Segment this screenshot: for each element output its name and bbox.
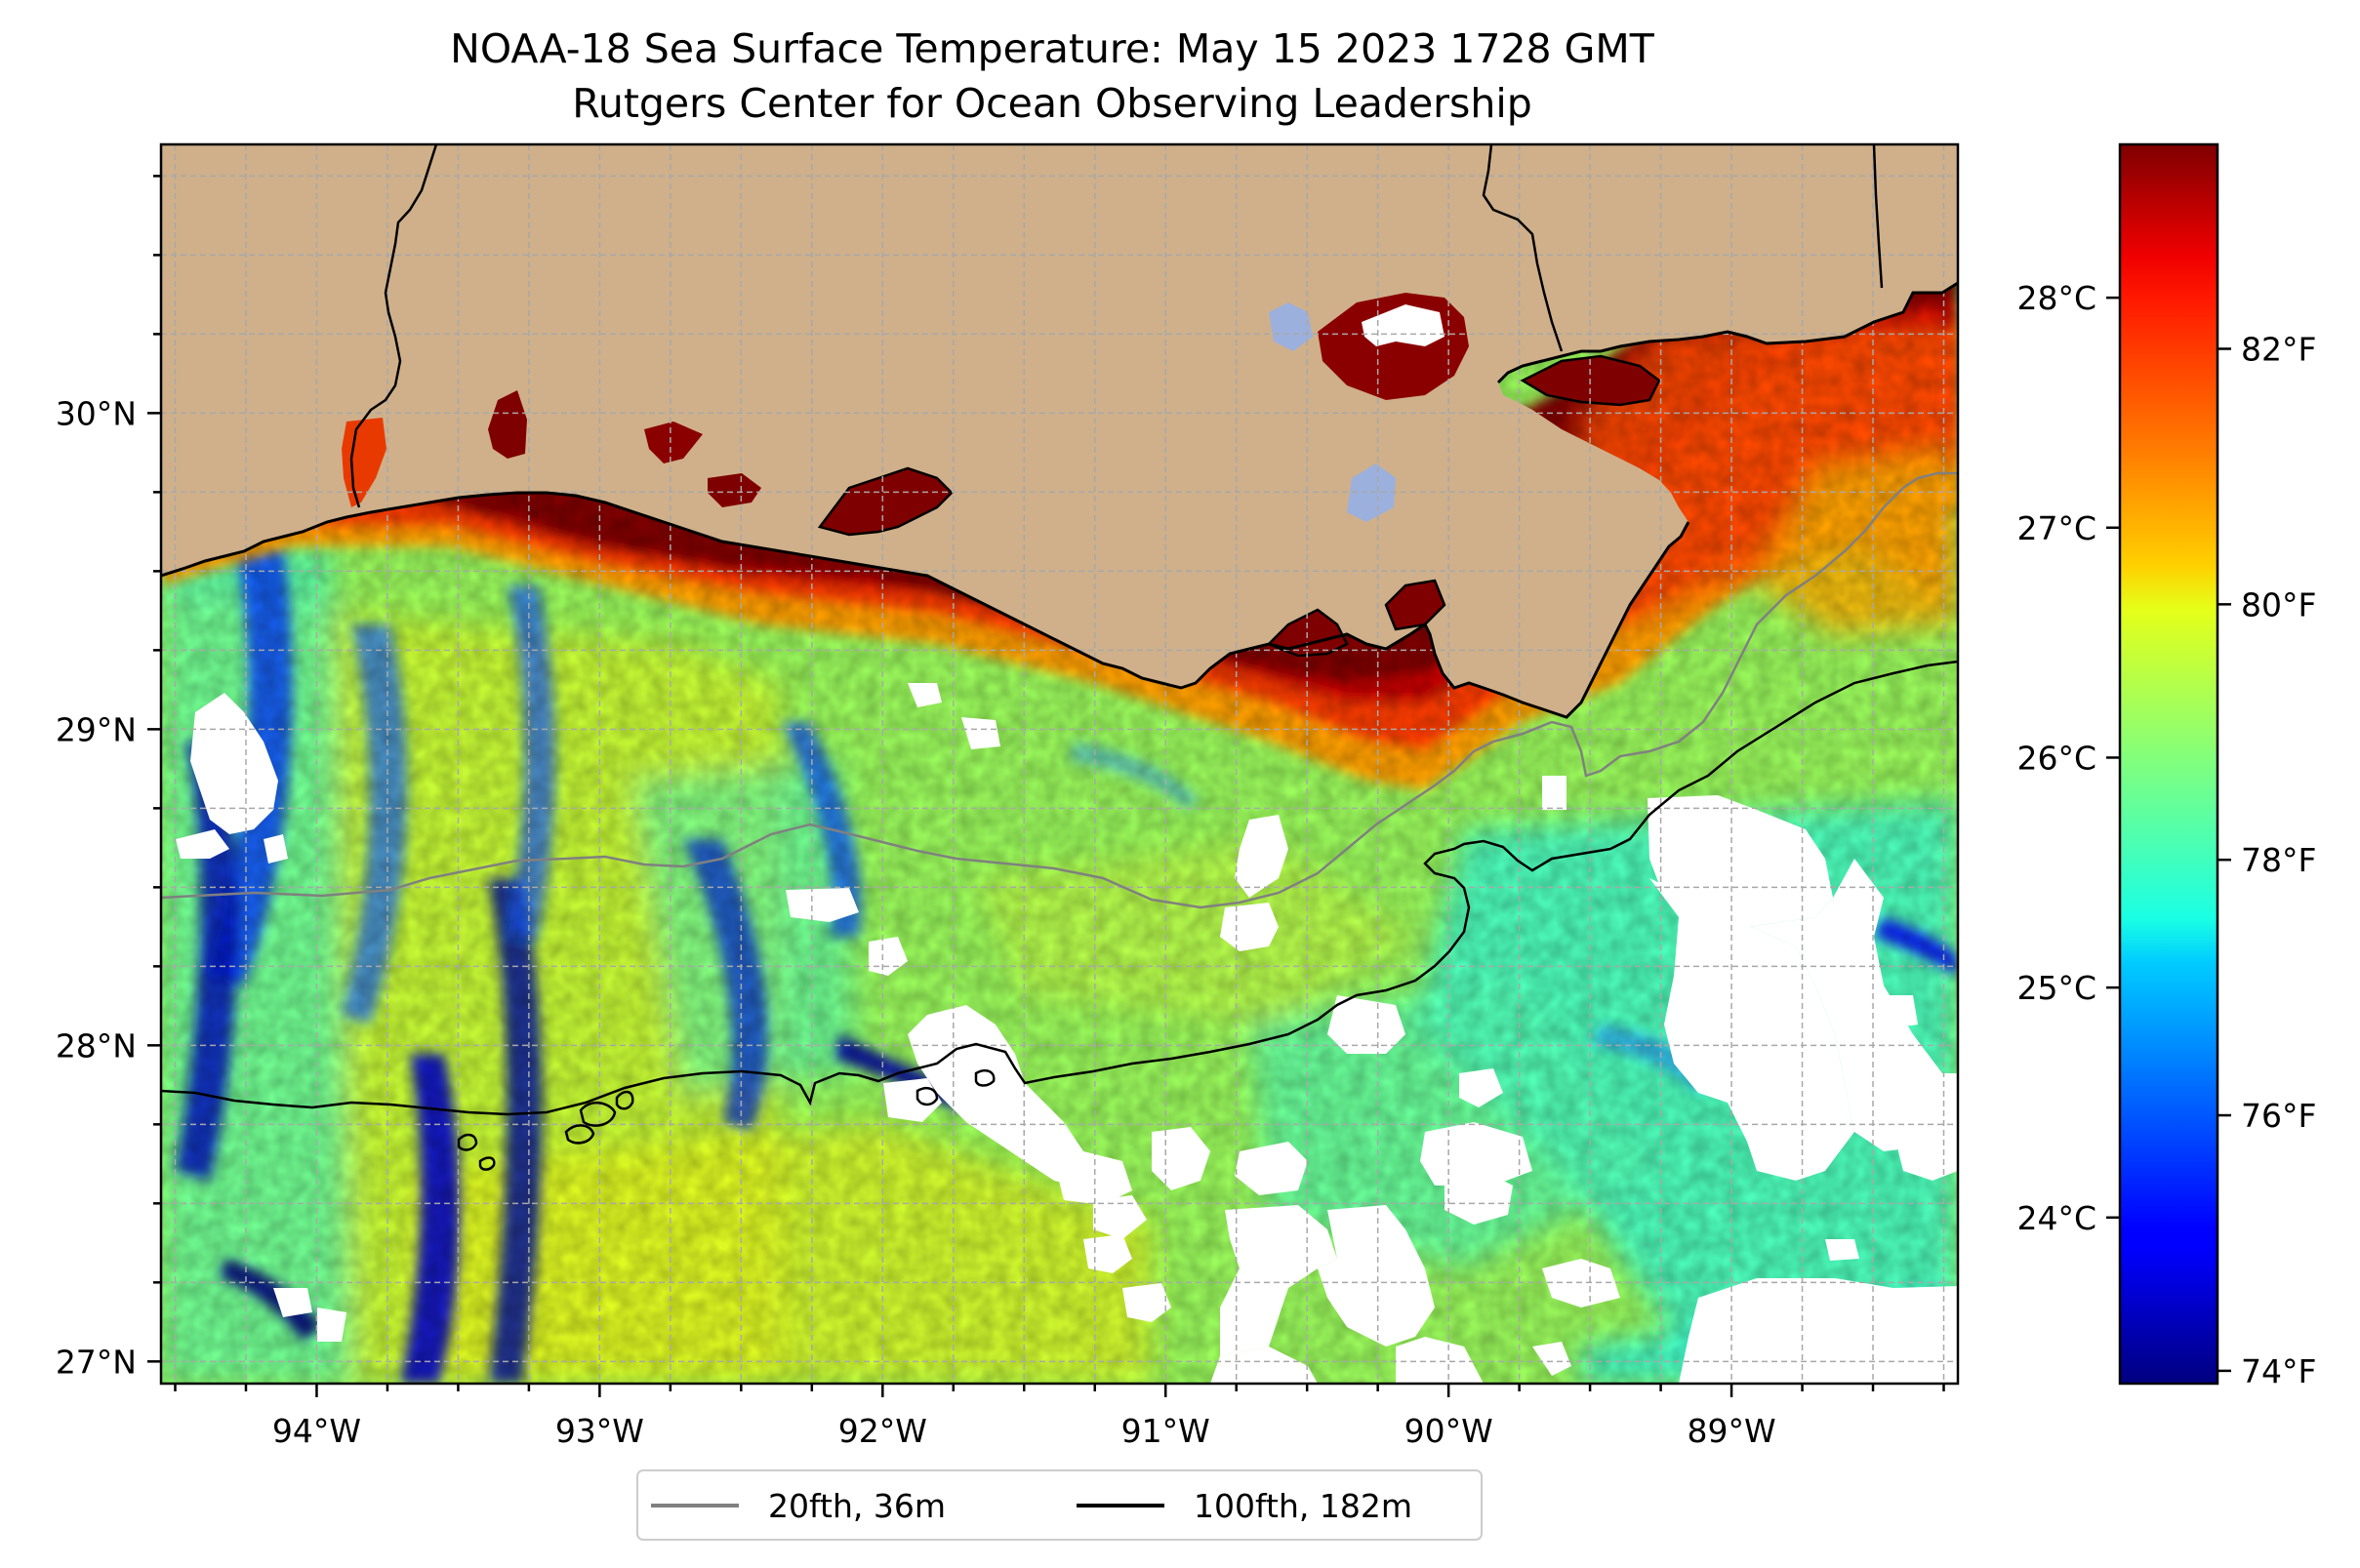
lake-grand bbox=[644, 422, 703, 463]
map-title-line1: NOAA-18 Sea Surface Temperature: May 15 … bbox=[450, 25, 1655, 72]
contour-100fth-islands bbox=[457, 1069, 996, 1171]
fahrenheit-tick-label: 74°F bbox=[2241, 1352, 2316, 1390]
x-tick-label: 89°W bbox=[1688, 1412, 1776, 1450]
y-tick-label: 29°N bbox=[56, 710, 137, 748]
legend-box bbox=[636, 1469, 1483, 1541]
map-frame bbox=[159, 142, 1960, 1386]
contour-20fth bbox=[161, 471, 1958, 909]
map-title-line2: Rutgers Center for Ocean Observing Leade… bbox=[572, 80, 1532, 127]
contour-100fth bbox=[161, 660, 1958, 1116]
celsius-tick-label: 27°C bbox=[2016, 509, 2096, 547]
colorbar: 28°C 27°C 26°C 25°C 24°C 82°F 80°F 78°F 76°F 74°… bbox=[2016, 142, 2316, 1390]
land bbox=[161, 144, 1958, 717]
state-border-east bbox=[1482, 144, 1564, 352]
y-tick-label: 30°N bbox=[56, 394, 137, 432]
y-tick-label: 27°N bbox=[56, 1343, 137, 1381]
x-axis: 94°W 93°W 92°W 91°W 90°W 89°W bbox=[174, 1384, 1945, 1450]
x-tick-label: 94°W bbox=[272, 1412, 361, 1450]
fahrenheit-tick-label: 76°F bbox=[2241, 1097, 2316, 1135]
y-tick-label: 28°N bbox=[56, 1026, 137, 1065]
celsius-tick-label: 25°C bbox=[2016, 969, 2096, 1007]
map-panel bbox=[161, 144, 1958, 1384]
fahrenheit-tick-label: 78°F bbox=[2241, 841, 2316, 879]
lake-calcasieu bbox=[488, 390, 527, 459]
legend-label-100fth: 100fth, 182m bbox=[1194, 1487, 1412, 1525]
coastline bbox=[161, 491, 1690, 719]
lake-white bbox=[708, 473, 761, 507]
state-border-far-east bbox=[1872, 144, 1884, 289]
colorbar-celsius-ticks: 28°C 27°C 26°C 25°C 24°C bbox=[2016, 279, 2120, 1237]
contour-legend: 20fth, 36m 100fth, 182m bbox=[636, 1469, 1483, 1541]
colorbar-frame bbox=[2118, 142, 2219, 1386]
lake-maurepas bbox=[1269, 302, 1313, 351]
celsius-tick-label: 26°C bbox=[2016, 739, 2096, 777]
x-tick-label: 91°W bbox=[1121, 1412, 1210, 1450]
fahrenheit-tick-label: 80°F bbox=[2241, 585, 2316, 623]
coastal-bays bbox=[817, 354, 1661, 658]
x-tick-label: 93°W bbox=[555, 1412, 644, 1450]
celsius-tick-label: 28°C bbox=[2016, 279, 2096, 317]
y-axis: 30°N 29°N 28°N 27°N bbox=[56, 175, 161, 1381]
colorbar-fahrenheit-ticks: 82°F 80°F 78°F 76°F 74°F bbox=[2218, 330, 2316, 1390]
celsius-tick-label: 24°C bbox=[2016, 1199, 2096, 1237]
fahrenheit-tick-label: 82°F bbox=[2241, 330, 2316, 368]
x-tick-label: 90°W bbox=[1404, 1412, 1493, 1450]
state-border-west bbox=[349, 144, 438, 508]
colorbar-gradient bbox=[2120, 144, 2218, 1384]
land-mainland bbox=[161, 144, 1958, 717]
x-tick-label: 92°W bbox=[838, 1412, 927, 1450]
coastline-east bbox=[1496, 281, 1958, 384]
lake-pontchartrain-nodata bbox=[1362, 304, 1444, 346]
legend-label-20fth: 20fth, 36m bbox=[768, 1487, 946, 1525]
